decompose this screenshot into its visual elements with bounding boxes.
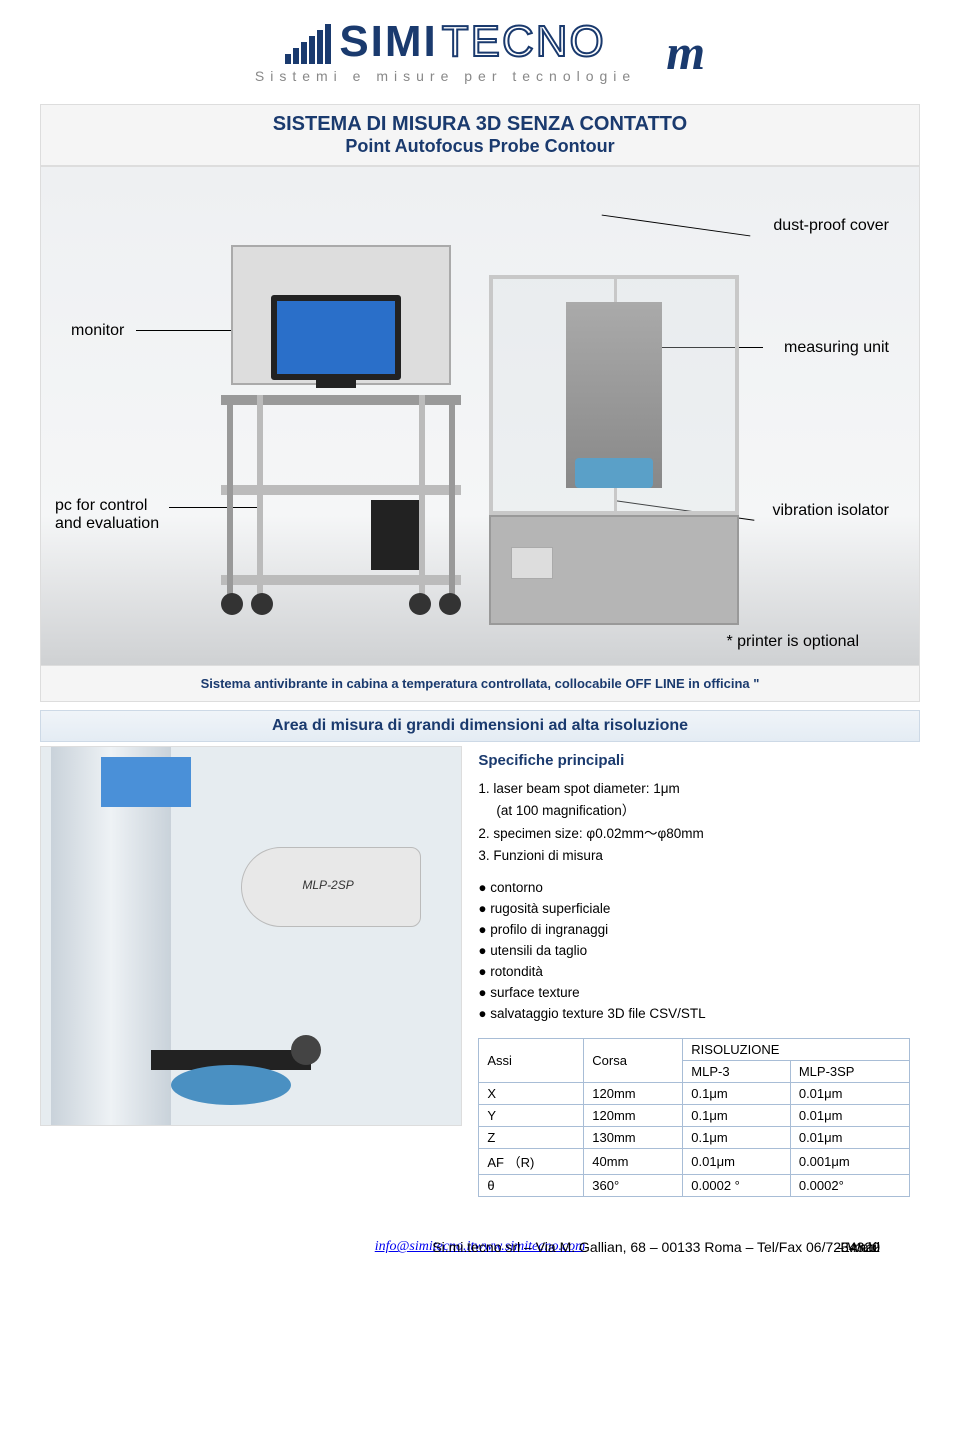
label-vibration: vibration isolator bbox=[773, 502, 890, 520]
spec-item: (at 100 magnification） bbox=[478, 801, 910, 821]
label-dustproof: dust-proof cover bbox=[773, 217, 889, 235]
function-item: contorno bbox=[478, 878, 910, 899]
logo-bars-icon bbox=[285, 24, 331, 64]
th-corsa: Corsa bbox=[584, 1039, 683, 1083]
workstation-cart-icon bbox=[221, 225, 461, 625]
monitor-icon bbox=[271, 295, 401, 380]
footer-line1: Si.mi.tecno srl – Via M. Gallian, 68 – 0… bbox=[432, 1239, 880, 1255]
page-title-2: Point Autofocus Probe Contour bbox=[49, 136, 911, 157]
spec-item: 2. specimen size: φ0.02mm～φ80mm bbox=[478, 824, 910, 844]
logo-tagline: Sistemi e misure per tecnologie bbox=[255, 68, 636, 84]
specs-title: Specifiche principali bbox=[478, 752, 910, 769]
function-item: surface texture bbox=[478, 983, 910, 1004]
probe-arm-icon bbox=[241, 847, 421, 927]
th-mlp3sp: MLP-3SP bbox=[790, 1061, 909, 1083]
page-number: 2 bbox=[872, 1239, 880, 1255]
logo-main: SIMI TECNO Sistemi e misure per tecnolog… bbox=[255, 20, 636, 84]
logo-tecno: TECNO bbox=[442, 20, 606, 64]
vibration-isolator-icon bbox=[489, 515, 739, 625]
label-pc: pc for control and evaluation bbox=[55, 497, 159, 532]
pc-tower-icon bbox=[371, 500, 419, 570]
th-mlp3: MLP-3 bbox=[683, 1061, 791, 1083]
function-item: profilo di ingranaggi bbox=[478, 920, 910, 941]
pointer-line bbox=[602, 215, 751, 237]
function-item: utensili da taglio bbox=[478, 941, 910, 962]
table-row: θ 360° 0.0002 ° 0.0002° bbox=[479, 1175, 910, 1197]
table-row: Y 120mm 0.1μm 0.01μm bbox=[479, 1105, 910, 1127]
th-axis: Assi bbox=[479, 1039, 584, 1083]
table-row: Z 130mm 0.1μm 0.01μm bbox=[479, 1127, 910, 1149]
m-logo-icon: m bbox=[666, 23, 705, 81]
measuring-machine-icon bbox=[489, 275, 739, 625]
th-resolution: RISOLUZIONE bbox=[683, 1039, 910, 1061]
label-monitor: monitor bbox=[71, 322, 124, 340]
hero-diagram: dust-proof cover monitor measuring unit … bbox=[40, 166, 920, 666]
spec-list: 1. laser beam spot diameter: 1μm (at 100… bbox=[478, 779, 910, 866]
closeup-image bbox=[40, 746, 462, 1126]
spec-item: 3. Funzioni di misura bbox=[478, 846, 910, 866]
title-block: SISTEMA DI MISURA 3D SENZA CONTATTO Poin… bbox=[40, 104, 920, 166]
table-row: X 120mm 0.1μm 0.01μm bbox=[479, 1083, 910, 1105]
logo-header: SIMI TECNO Sistemi e misure per tecnolog… bbox=[40, 20, 920, 84]
section-heading: Area di misura di grandi dimensioni ad a… bbox=[40, 710, 920, 742]
table-row: AF （R) 40mm 0.01μm 0.001μm bbox=[479, 1149, 910, 1175]
label-measuring: measuring unit bbox=[784, 339, 889, 357]
dustproof-cabinet-icon bbox=[489, 275, 739, 515]
function-item: rugosità superficiale bbox=[478, 899, 910, 920]
function-item: salvataggio texture 3D file CSV/STL bbox=[478, 1004, 910, 1025]
page-footer: Si.mi.tecno srl – Via M. Gallian, 68 – 0… bbox=[40, 1223, 920, 1255]
function-item: rotondità bbox=[478, 962, 910, 983]
resolution-table: Assi Corsa RISOLUZIONE MLP-3 MLP-3SP X 1… bbox=[478, 1038, 910, 1197]
function-list: contorno rugosità superficiale profilo d… bbox=[478, 878, 910, 1024]
rotary-stage-icon bbox=[121, 1005, 321, 1105]
label-printer: * printer is optional bbox=[726, 633, 859, 651]
spec-item: 1. laser beam spot diameter: 1μm bbox=[478, 779, 910, 799]
specs-panel: Specifiche principali 1. laser beam spot… bbox=[462, 746, 920, 1203]
hero-caption: Sistema antivibrante in cabina a tempera… bbox=[40, 666, 920, 702]
page-title-1: SISTEMA DI MISURA 3D SENZA CONTATTO bbox=[49, 113, 911, 136]
logo-simi: SIMI bbox=[339, 20, 437, 64]
